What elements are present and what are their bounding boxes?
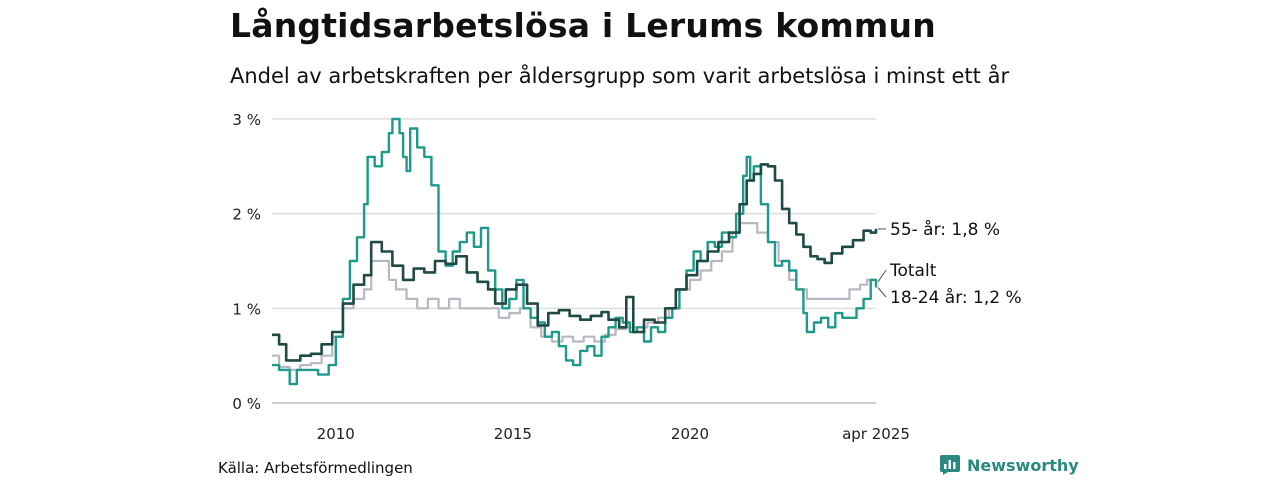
series-line <box>272 163 878 362</box>
series-line <box>272 117 878 386</box>
end-label-leader <box>877 269 887 283</box>
series-end-label: 18-24 år: 1,2 % <box>890 287 1022 308</box>
brand-logo[interactable]: Newsworthy <box>940 455 1079 475</box>
series-layer <box>272 117 878 386</box>
series-end-label: Totalt <box>889 261 937 281</box>
end-label-leader <box>877 287 887 298</box>
x-tick-label: 2020 <box>671 425 709 443</box>
chart-subtitle: Andel av arbetskraften per åldersgrupp s… <box>230 64 1010 88</box>
y-tick-label: 1 % <box>232 300 261 318</box>
x-tick-label: apr 2025 <box>842 425 910 443</box>
label-layer: 0 % 1 % 2 % 3 % 2010 2015 2020 apr 2025 55- år: … <box>232 111 1021 443</box>
grid-layer <box>272 118 876 404</box>
x-tick-label: 2015 <box>494 425 532 443</box>
y-tick-label: 3 % <box>232 111 261 129</box>
y-tick-label: 0 % <box>232 395 261 413</box>
x-tick-label: 2010 <box>317 425 355 443</box>
source-note: Källa: Arbetsförmedlingen <box>218 459 413 477</box>
y-tick-label: 2 % <box>232 206 261 224</box>
brand-name: Newsworthy <box>967 455 1079 475</box>
newsworthy-logo-icon <box>940 455 960 475</box>
chart-title: Långtidsarbetslösa i Lerums kommun <box>230 6 936 45</box>
series-line <box>272 222 878 371</box>
series-end-label: 55- år: 1,8 % <box>890 219 1000 240</box>
